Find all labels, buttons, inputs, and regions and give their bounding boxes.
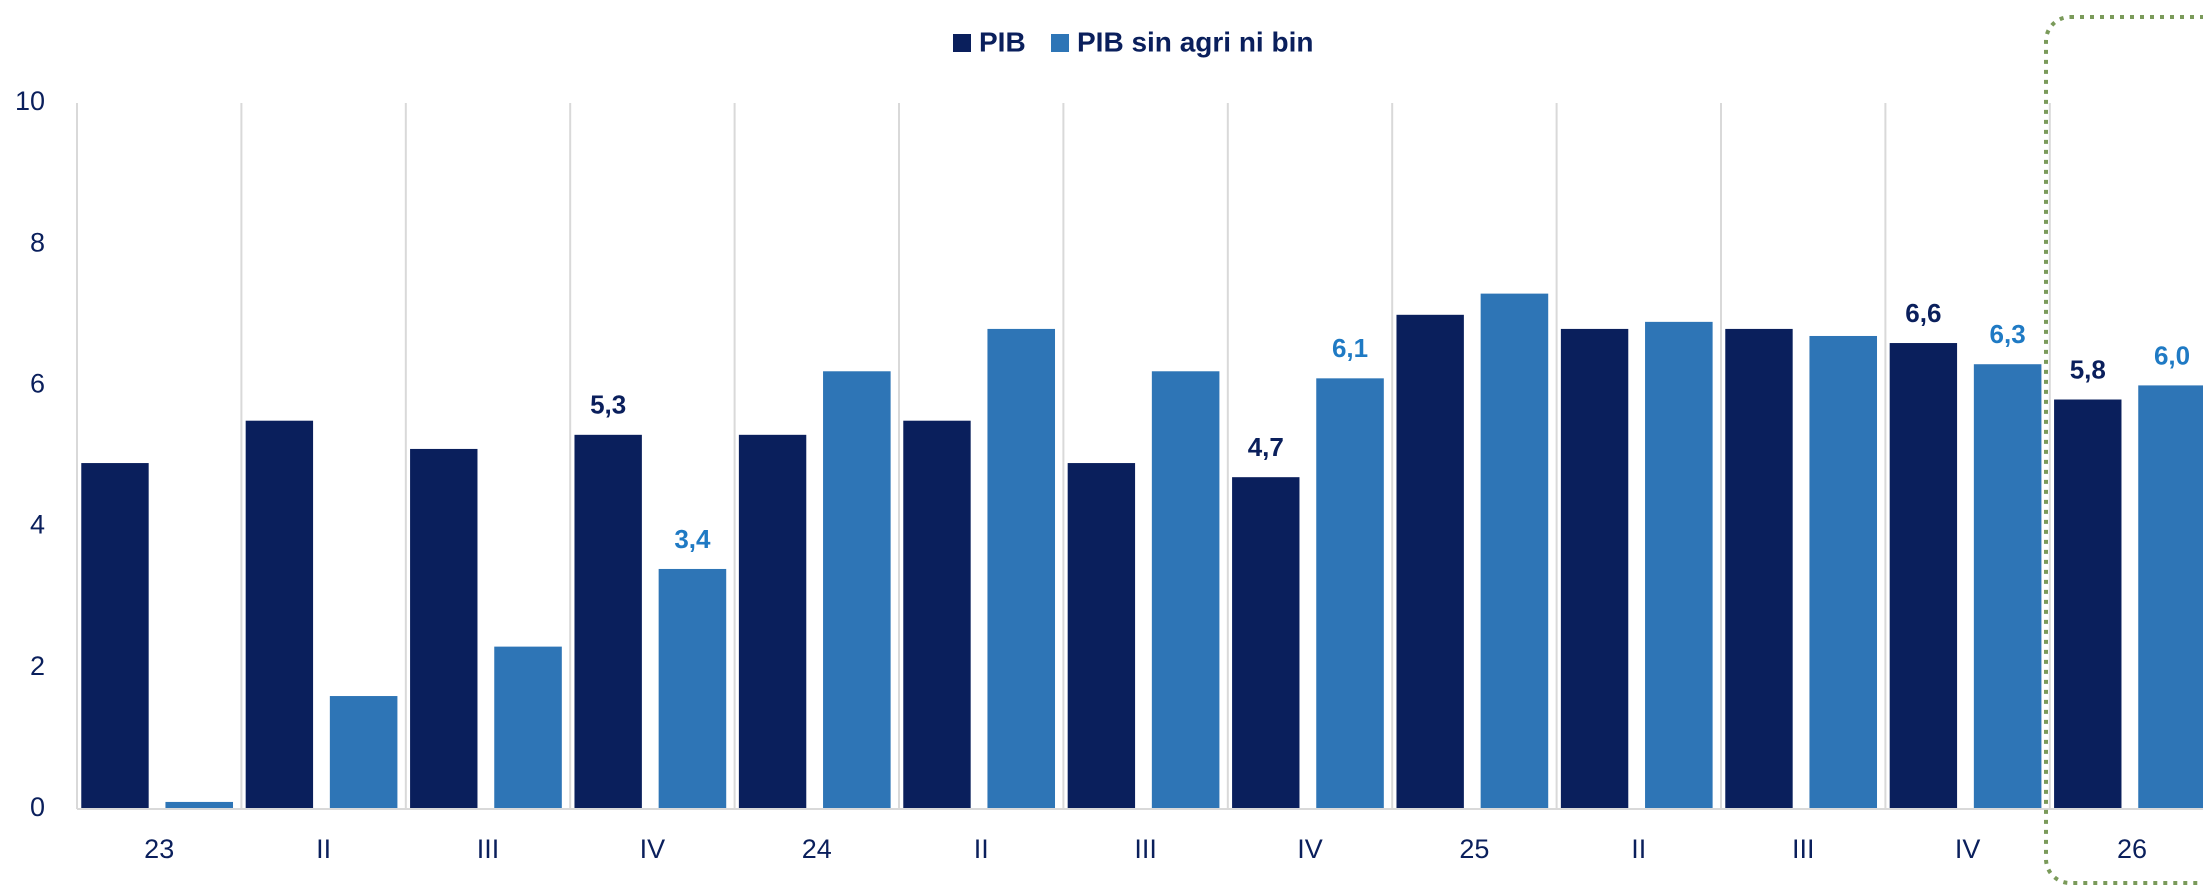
data-label: 6,6 xyxy=(1905,298,1941,328)
bar xyxy=(1973,364,2042,809)
data-label: 6,1 xyxy=(1332,333,1368,363)
bar xyxy=(165,801,234,809)
x-tick-label: IV xyxy=(640,834,666,864)
y-tick-label: 10 xyxy=(15,86,45,116)
x-tick-label: II xyxy=(974,834,989,864)
data-label: 6,3 xyxy=(1990,319,2026,349)
bar xyxy=(410,448,478,809)
bar xyxy=(987,328,1056,809)
data-label: 5,8 xyxy=(2070,354,2106,384)
x-tick-label: III xyxy=(1792,834,1815,864)
bar xyxy=(329,696,398,809)
x-tick-label: 26 xyxy=(2117,834,2147,864)
bar xyxy=(903,420,971,809)
bar xyxy=(1889,343,1958,809)
bar xyxy=(1316,378,1384,809)
legend-swatch xyxy=(1051,34,1069,52)
bar xyxy=(823,371,891,809)
forecast-highlight xyxy=(2044,15,2203,885)
data-label: 4,7 xyxy=(1248,432,1284,462)
legend-label: PIB xyxy=(979,26,1026,57)
data-label: 6,0 xyxy=(2154,340,2190,370)
bar xyxy=(1809,335,1878,809)
y-tick-label: 8 xyxy=(30,227,45,257)
bar xyxy=(245,420,314,809)
y-tick-label: 6 xyxy=(30,369,45,399)
bar xyxy=(1725,328,1793,809)
bar xyxy=(494,646,562,809)
bar xyxy=(2138,385,2203,809)
x-tick-label: 25 xyxy=(1459,834,1489,864)
bar xyxy=(1645,321,1713,809)
y-tick-label: 0 xyxy=(30,792,45,822)
x-tick-label: IV xyxy=(1955,834,1981,864)
bar xyxy=(1480,293,1549,809)
x-tick-label: IV xyxy=(1297,834,1323,864)
y-tick-label: 2 xyxy=(30,651,45,681)
bar xyxy=(1151,371,1220,809)
legend-swatch xyxy=(953,34,971,52)
bar xyxy=(2054,399,2122,809)
bar xyxy=(1560,328,1629,809)
x-tick-label: II xyxy=(316,834,331,864)
x-tick-label: III xyxy=(1134,834,1157,864)
bar xyxy=(81,463,149,809)
bar xyxy=(1232,477,1300,809)
bar xyxy=(1396,314,1464,809)
bar xyxy=(1067,463,1136,809)
data-label: 3,4 xyxy=(674,524,711,554)
x-tick-label: III xyxy=(477,834,500,864)
bar xyxy=(658,568,727,809)
y-tick-label: 4 xyxy=(30,510,45,540)
x-tick-label: II xyxy=(1631,834,1646,864)
legend-label: PIB sin agri ni bin xyxy=(1077,26,1313,57)
bar xyxy=(738,434,807,809)
x-tick-label: 24 xyxy=(802,834,832,864)
data-label: 5,3 xyxy=(590,390,626,420)
bar xyxy=(574,434,642,809)
x-tick-label: 23 xyxy=(144,834,174,864)
